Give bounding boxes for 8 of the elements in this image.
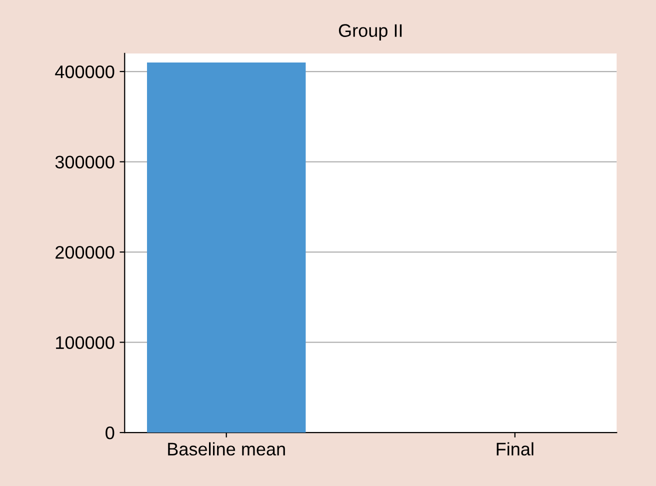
y-tick-label: 400000	[55, 65, 114, 78]
chart-title: Group II	[338, 24, 402, 41]
x-tick-label: Baseline mean	[168, 442, 285, 456]
x-tick-label: Final	[496, 442, 534, 456]
y-tick-label: 100000	[56, 336, 114, 350]
y-tick-label: 200000	[56, 246, 114, 259]
y-tick-label: 0	[106, 426, 114, 440]
y-tick-label: 300000	[55, 156, 114, 168]
